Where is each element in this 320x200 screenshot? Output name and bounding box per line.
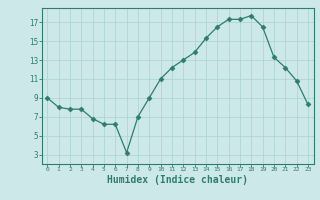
X-axis label: Humidex (Indice chaleur): Humidex (Indice chaleur): [107, 175, 248, 185]
